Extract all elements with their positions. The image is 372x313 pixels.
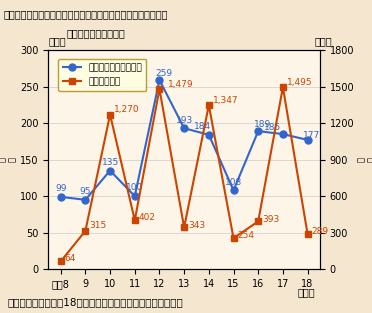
注意報等発令延べ日数 [206, 133, 211, 137]
注意報等発令延べ日数 [256, 129, 260, 133]
Text: 315: 315 [90, 221, 107, 230]
Text: 1,479: 1,479 [168, 80, 193, 89]
注意報等発令延べ日数 [58, 195, 63, 199]
Text: 177: 177 [303, 131, 320, 140]
Text: （平成８年〜１８年）: （平成８年〜１８年） [67, 28, 126, 38]
被害届出人数 [58, 259, 63, 263]
被害届出人数 [231, 236, 236, 240]
Text: 185: 185 [264, 123, 282, 132]
被害届出人数 [182, 226, 186, 229]
被害届出人数 [256, 219, 260, 223]
Text: （人）: （人） [315, 36, 332, 46]
注意報等発令延べ日数 [132, 194, 137, 198]
Text: 193: 193 [176, 115, 193, 125]
Text: 100: 100 [126, 183, 143, 192]
Text: 135: 135 [102, 158, 119, 167]
Text: 259: 259 [155, 69, 172, 78]
Text: 343: 343 [188, 221, 205, 230]
Text: 図２－１－２　　注意報等発令延べ日数、被害届出人数の推移: 図２－１－２ 注意報等発令延べ日数、被害届出人数の推移 [4, 9, 168, 19]
Text: 393: 393 [262, 214, 280, 223]
Text: 1,495: 1,495 [287, 78, 312, 87]
被害届出人数 [305, 232, 310, 236]
注意報等発令延べ日数 [182, 126, 186, 130]
注意報等発令延べ日数 [157, 78, 162, 82]
被害届出人数 [132, 218, 137, 222]
注意報等発令延べ日数 [280, 132, 285, 136]
Text: （日）: （日） [48, 36, 66, 46]
Text: 1,270: 1,270 [114, 105, 140, 114]
注意報等発令延べ日数 [108, 169, 112, 172]
Y-axis label: 被
害
届
出
人
数: 被 害 届 出 人 数 [357, 157, 372, 162]
Text: 1,347: 1,347 [213, 95, 238, 105]
Text: 64: 64 [65, 254, 76, 263]
Text: 資料：環境省『平成18年光化学大気汚染関係資料』より作成: 資料：環境省『平成18年光化学大気汚染関係資料』より作成 [7, 297, 183, 307]
Text: 99: 99 [55, 184, 67, 193]
被害届出人数 [108, 113, 112, 116]
被害届出人数 [280, 85, 285, 89]
被害届出人数 [206, 103, 211, 107]
Text: 402: 402 [139, 213, 156, 223]
注意報等発令延べ日数 [231, 188, 236, 192]
Text: 254: 254 [238, 231, 254, 240]
Line: 注意報等発令延べ日数: 注意報等発令延べ日数 [57, 77, 311, 203]
Text: 184: 184 [194, 122, 211, 131]
Legend: 注意報等発令延べ日数, 被害届出人数: 注意報等発令延べ日数, 被害届出人数 [58, 59, 146, 90]
Text: 289: 289 [312, 227, 329, 236]
注意報等発令延べ日数 [83, 198, 88, 202]
Text: 95: 95 [80, 187, 91, 196]
被害届出人数 [83, 229, 88, 233]
注意報等発令延べ日数 [305, 138, 310, 142]
被害届出人数 [157, 87, 162, 91]
Text: 189: 189 [254, 120, 271, 129]
Text: 108: 108 [225, 178, 242, 187]
Y-axis label: 注
意
報
等
発
令
延
べ
日
数
（
日
）: 注 意 報 等 発 令 延 べ 日 数 （ 日 ） [0, 157, 17, 162]
X-axis label: （年）: （年） [298, 287, 315, 297]
Line: 被害届出人数: 被害届出人数 [57, 84, 311, 265]
